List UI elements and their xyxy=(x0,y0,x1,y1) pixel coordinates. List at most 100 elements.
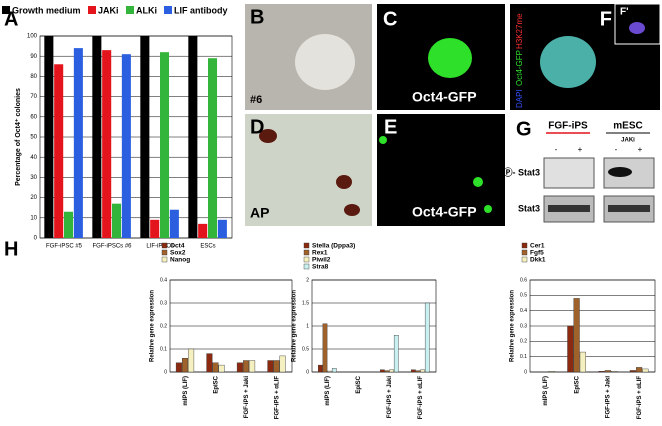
bar xyxy=(579,351,586,373)
nucleus xyxy=(629,22,645,34)
x-tick-label: EpiSC xyxy=(356,375,362,393)
bar xyxy=(217,219,227,238)
lane-label: + xyxy=(578,145,583,154)
x-tick-label: ESCs xyxy=(200,244,215,250)
panel-label: C xyxy=(383,8,397,30)
bar xyxy=(181,358,189,373)
panel-label: D xyxy=(250,116,264,138)
x-tick-label: LIF-iPSCs xyxy=(146,244,173,250)
legend-label: Rex1 xyxy=(312,250,328,257)
legend-swatch xyxy=(161,242,168,249)
bar xyxy=(389,369,394,373)
y-axis-label: Relative gene expression xyxy=(150,290,156,362)
colony xyxy=(295,34,355,90)
legend-swatch xyxy=(521,249,528,256)
legend-swatch xyxy=(88,6,96,14)
legend-swatch xyxy=(521,242,528,249)
bar xyxy=(92,36,102,238)
bar xyxy=(273,360,280,373)
bar xyxy=(384,370,390,373)
x-tick-label: FGF-iPS + Jaki xyxy=(606,376,612,419)
bar xyxy=(629,370,636,373)
y-axis-label: Percentage of Oct4⁺ colonies xyxy=(15,88,22,186)
bar xyxy=(411,369,416,373)
legend-label: Stella (Dppa3) xyxy=(312,243,355,250)
band xyxy=(608,167,632,177)
panel-label: G xyxy=(516,118,532,140)
y-tick-label: 0.4 xyxy=(160,277,167,283)
bar xyxy=(44,36,54,238)
panel-label: F xyxy=(600,8,612,30)
y-tick-label: 0 xyxy=(164,369,167,375)
x-tick-label: EpiSC xyxy=(574,375,580,393)
y-tick-label: 0.6 xyxy=(520,277,527,283)
bar xyxy=(140,36,150,238)
band xyxy=(548,205,590,212)
bar xyxy=(327,370,332,373)
legend-label: Growth medium xyxy=(12,5,81,15)
bar xyxy=(54,64,64,238)
caption: #6 xyxy=(250,94,262,106)
treatment-label: JAKi xyxy=(621,138,635,144)
bar xyxy=(267,360,274,373)
colony xyxy=(336,175,352,189)
bar xyxy=(112,203,122,238)
bar xyxy=(331,368,337,373)
x-tick-label: mIPS (LIF) xyxy=(543,376,549,406)
caption: Oct4-GFP xyxy=(412,89,477,105)
legend-swatch xyxy=(303,263,310,270)
blot-label: Ⓟ- Stat3 xyxy=(503,166,540,177)
x-tick-label: FGF-iPSCs #6 xyxy=(92,244,132,250)
group-label: mESC xyxy=(613,121,642,132)
y-tick-label: 90 xyxy=(30,54,37,60)
x-tick-label: FGF-iPS + αLIF xyxy=(418,376,424,420)
y-tick-label: 0.5 xyxy=(302,346,309,352)
y-tick-label: 0.1 xyxy=(520,354,527,360)
bar xyxy=(318,364,323,373)
bar xyxy=(121,54,131,239)
blot xyxy=(543,157,595,189)
y-tick-label: 0.1 xyxy=(160,346,167,352)
y-tick-label: 0.5 xyxy=(520,293,527,299)
bar xyxy=(64,211,74,238)
y-tick-label: 2 xyxy=(306,277,309,283)
y-tick-label: 0 xyxy=(524,369,527,375)
y-tick-label: 100 xyxy=(27,34,38,40)
colony xyxy=(428,38,472,78)
legend-label: Fgf5 xyxy=(530,250,544,257)
bar xyxy=(380,369,385,373)
bar xyxy=(150,219,160,238)
y-tick-label: 0.4 xyxy=(520,308,527,314)
bar xyxy=(188,348,195,373)
colony xyxy=(540,36,596,88)
legend-label: LIF antibody xyxy=(174,5,228,15)
bar xyxy=(198,223,208,238)
y-tick-label: 0.3 xyxy=(520,323,527,329)
x-tick-label: FGF-iPS + αLIF xyxy=(274,376,280,420)
colony xyxy=(259,129,277,143)
bar xyxy=(169,209,179,238)
bar xyxy=(249,360,256,373)
bar xyxy=(393,335,399,373)
bar xyxy=(218,364,225,373)
legend-label: ALKi xyxy=(136,5,157,15)
legend-swatch xyxy=(303,256,310,263)
x-tick-label: mIPS (LIF) xyxy=(325,376,331,406)
legend-swatch xyxy=(126,6,134,14)
legend-swatch xyxy=(2,6,10,14)
colony xyxy=(484,205,492,213)
bar xyxy=(415,370,421,373)
bar xyxy=(242,360,250,373)
legend-swatch xyxy=(161,249,168,256)
bar xyxy=(279,355,286,373)
legend-label: Dkk1 xyxy=(530,257,546,264)
panel-label: E xyxy=(384,116,397,138)
colony xyxy=(379,136,387,144)
bar xyxy=(611,371,618,373)
blot-label: Stat3 xyxy=(518,203,540,213)
inset-label: F' xyxy=(620,7,629,18)
bar xyxy=(236,362,243,373)
y-tick-label: 1.5 xyxy=(302,300,309,306)
x-tick-label: FGF-iPS + αLIF xyxy=(637,376,643,420)
stain: DAPI xyxy=(515,89,524,108)
